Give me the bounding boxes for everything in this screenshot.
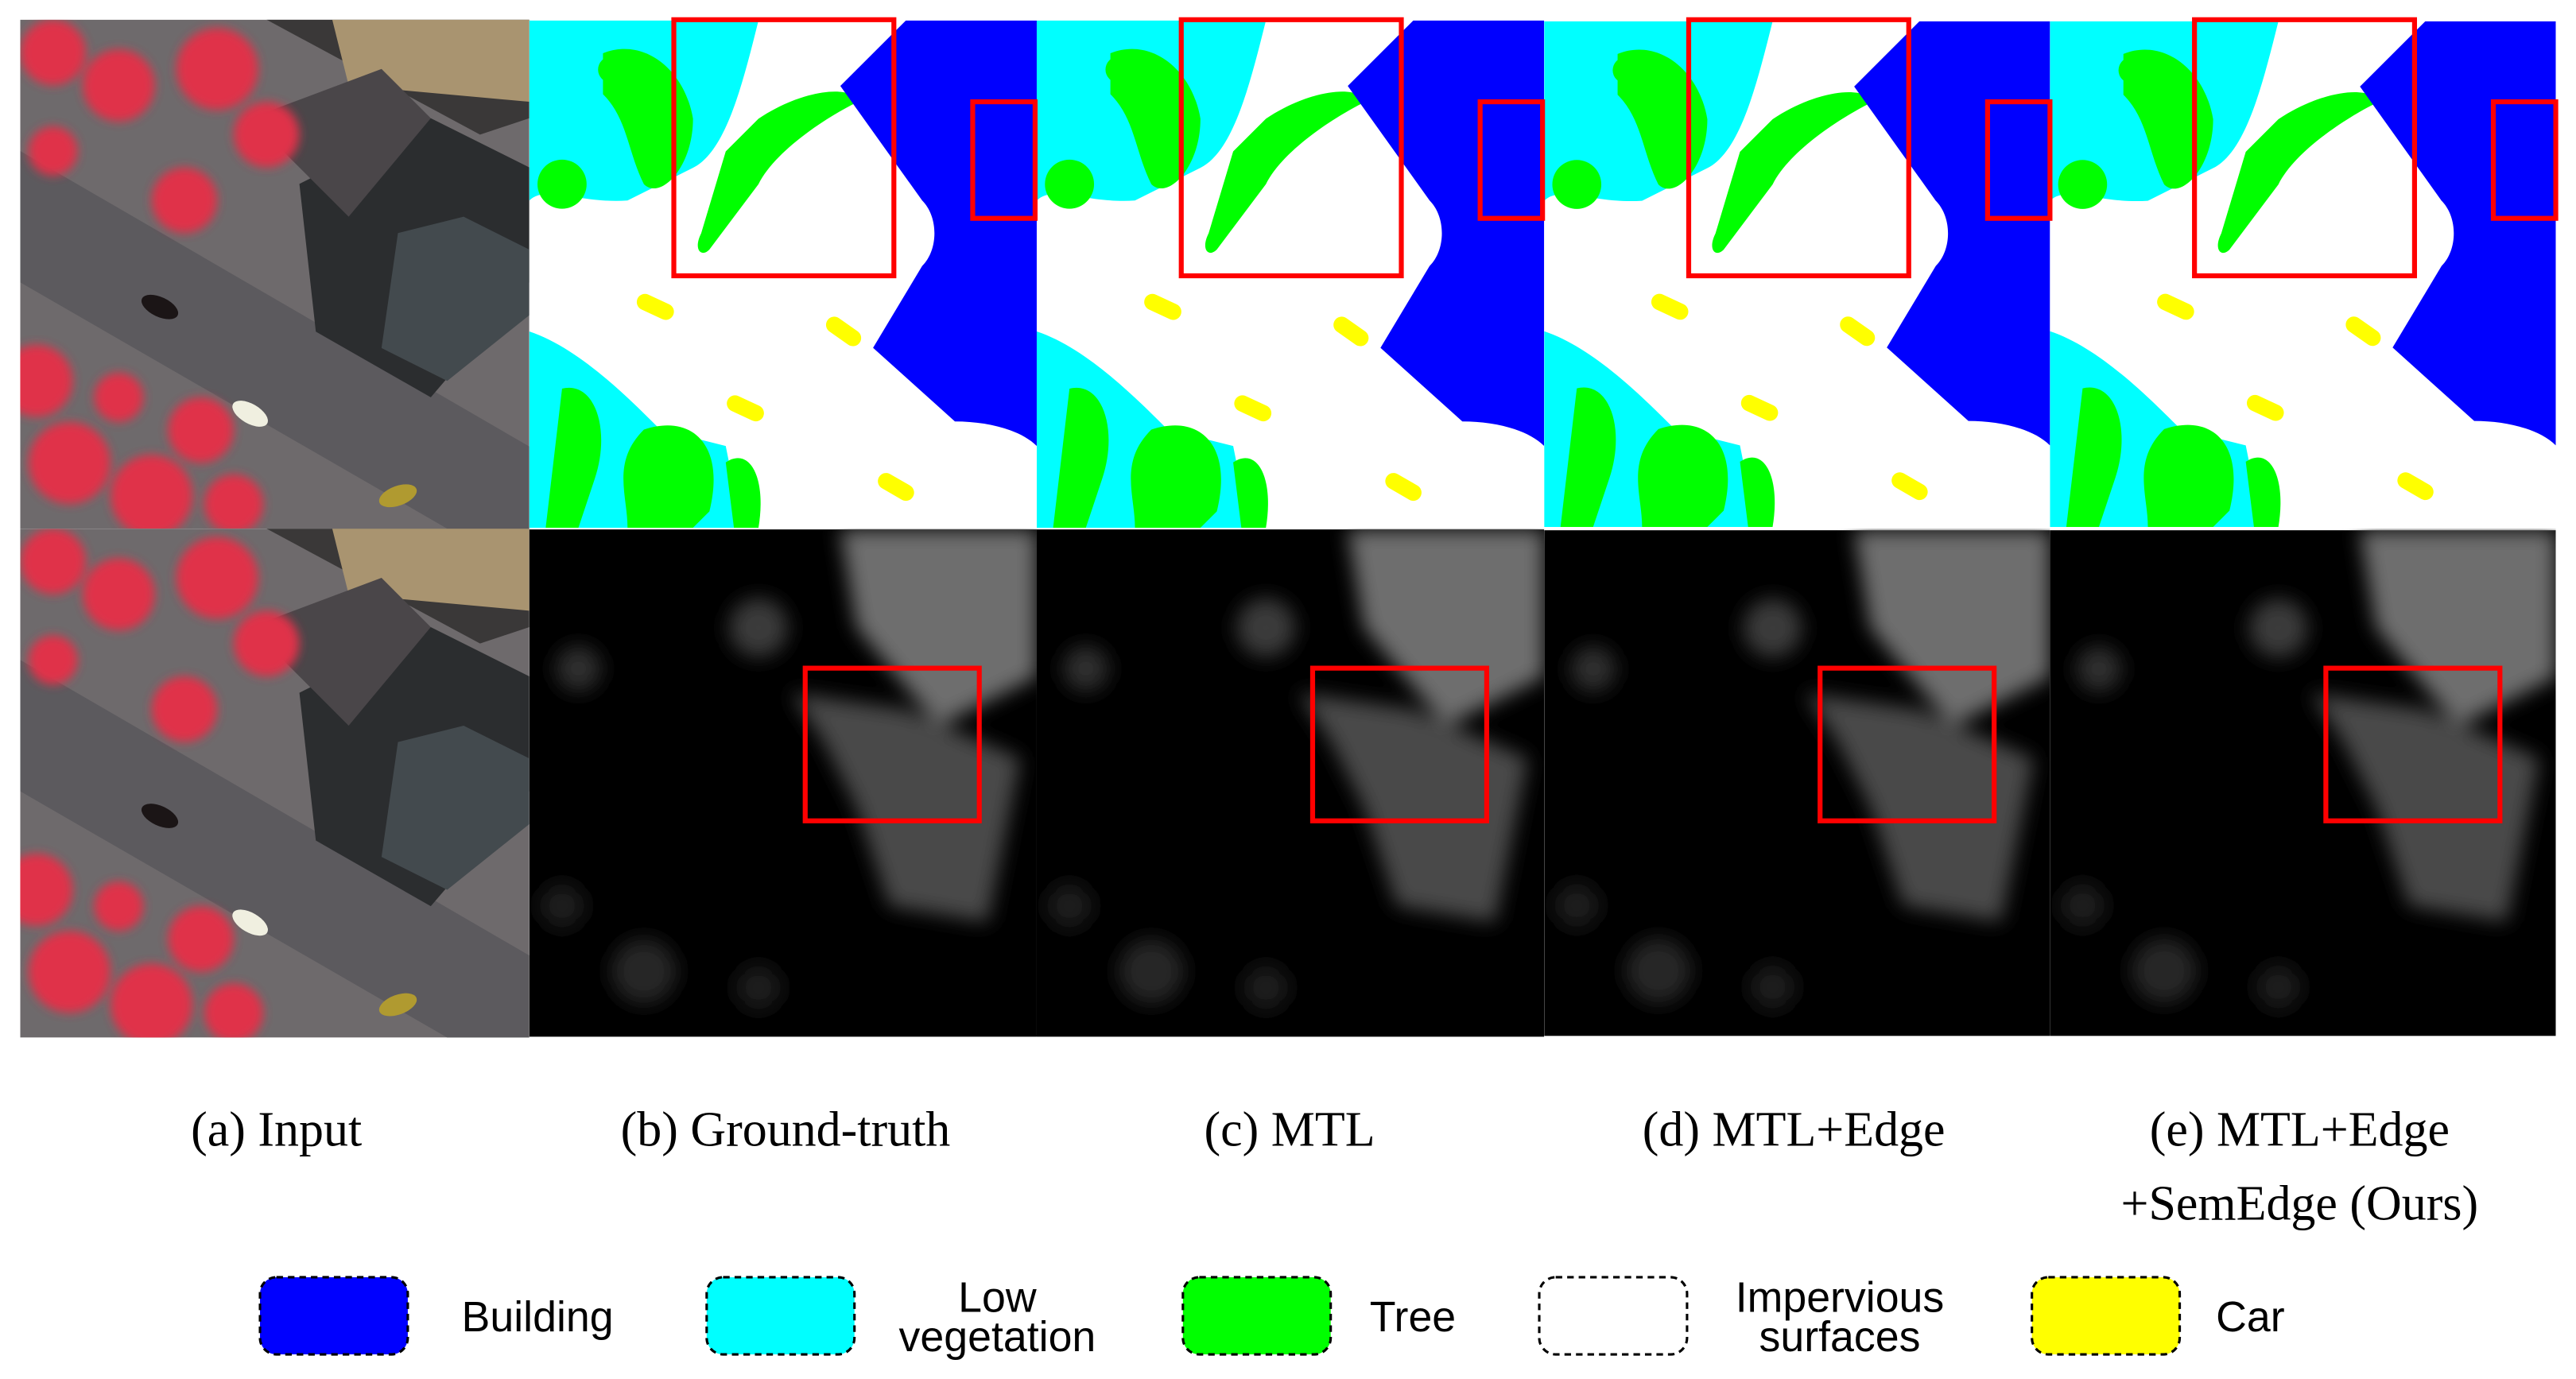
- highlight-box: [802, 665, 982, 823]
- caption: (a) Input: [191, 1103, 362, 1157]
- legend-label: Low: [958, 1273, 1037, 1321]
- legend-swatch: [258, 1276, 409, 1356]
- legend-swatch: [1181, 1276, 1333, 1356]
- input-image: [1, 529, 530, 1046]
- highlight-box: [1477, 99, 1546, 221]
- highlight-box: [970, 99, 1038, 221]
- legend-label: Building: [462, 1293, 614, 1341]
- input-image: [1, 20, 530, 537]
- legend-label: Tree: [1370, 1293, 1456, 1341]
- legend-swatch: [705, 1276, 856, 1356]
- highlight-box: [2323, 665, 2503, 823]
- legend-swatch: [2031, 1276, 2182, 1356]
- legend-swatch: [1538, 1276, 1689, 1356]
- panels: [1, 20, 2556, 1046]
- highlight-box: [671, 17, 897, 279]
- caption: +SemEdge (Ours): [2121, 1177, 2479, 1231]
- caption: (b) Ground-truth: [621, 1103, 951, 1157]
- depth-map: [1544, 530, 2050, 1036]
- legend-label: Impervious: [1736, 1273, 1945, 1321]
- highlight-box: [1309, 665, 1490, 823]
- caption: (e) MTL+Edge: [2150, 1103, 2450, 1157]
- depth-map: [2050, 530, 2555, 1036]
- legend-label: surfaces: [1759, 1313, 1921, 1361]
- highlight-box: [2490, 99, 2559, 221]
- legend-label: Car: [2216, 1293, 2285, 1341]
- highlight-box: [1818, 665, 1997, 823]
- depth-map: [1037, 529, 1544, 1036]
- captions: (a) Input (b) Ground-truth (c) MTL (d) MTL+…: [191, 1103, 2478, 1231]
- legend-label: vegetation: [899, 1313, 1096, 1361]
- depth-map: [530, 529, 1037, 1036]
- highlight-box: [1984, 99, 2053, 221]
- highlight-box: [1686, 17, 1911, 279]
- highlight-box: [2192, 17, 2418, 279]
- caption: (d) MTL+Edge: [1643, 1103, 1946, 1157]
- caption: (c) MTL: [1205, 1103, 1375, 1157]
- highlight-box: [1178, 17, 1404, 279]
- highlight-boxes: [671, 17, 2559, 823]
